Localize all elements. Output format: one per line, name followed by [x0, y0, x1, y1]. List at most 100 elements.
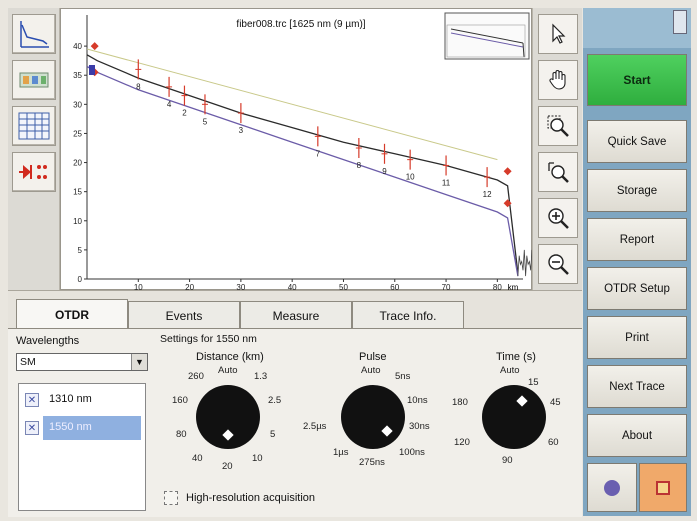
tab-otdr[interactable]: OTDR: [16, 299, 128, 329]
time-auto-label: Auto: [500, 365, 520, 376]
table-icon: [18, 112, 50, 140]
y-tick-label: 30: [73, 100, 82, 109]
start-button[interactable]: Start: [587, 54, 687, 106]
tab-trace-info[interactable]: Trace Info.: [352, 301, 464, 329]
pulse-scale-label: 30ns: [409, 421, 430, 432]
table-button[interactable]: [12, 106, 56, 146]
pulse-scale-label: 5ns: [395, 371, 411, 382]
event-label: 11: [442, 178, 451, 187]
scroll-handle[interactable]: [673, 10, 687, 34]
pointer-button[interactable]: [538, 14, 578, 54]
series-line-1: [86, 65, 519, 277]
wavelength-1550-label: 1550 nm: [49, 421, 92, 433]
distance-auto-label: Auto: [218, 365, 238, 376]
zoom-area-icon: [547, 115, 569, 137]
chevron-down-icon: ▼: [131, 354, 147, 370]
list-item[interactable]: ✕ 1310 nm: [23, 390, 143, 410]
help-button[interactable]: [587, 463, 637, 512]
fiber-link-button[interactable]: [12, 152, 56, 192]
overview-inset[interactable]: [444, 12, 530, 60]
time-scale-label: 120: [454, 437, 470, 448]
x-axis-ticks: 10 20 30 40 50 60 70 80: [134, 279, 502, 292]
x-tick-label: 20: [185, 283, 194, 291]
time-knob-group: Time (s) Auto 15 180 45 120 60 90: [448, 349, 578, 499]
pulse-scale-label: 2.5µs: [303, 421, 327, 432]
event-label: 10: [406, 173, 415, 182]
time-label: Time (s): [496, 351, 536, 363]
time-scale-label: 45: [550, 397, 561, 408]
quick-save-button[interactable]: Quick Save: [587, 120, 687, 163]
y-tick-label: 0: [78, 275, 83, 284]
zoom-out-button[interactable]: [538, 244, 578, 284]
wavelengths-label: Wavelengths: [16, 335, 80, 347]
y-tick-label: 5: [78, 246, 83, 255]
high-res-checkbox[interactable]: [164, 491, 178, 505]
next-trace-button[interactable]: Next Trace: [587, 365, 687, 408]
event-label: 3: [239, 126, 244, 135]
x-tick-label: 10: [134, 283, 143, 291]
pan-button[interactable]: [538, 60, 578, 100]
pulse-label: Pulse: [359, 351, 387, 363]
x-tick-label: 70: [442, 283, 451, 291]
zoom-in-button[interactable]: [538, 198, 578, 238]
knob-indicator: [516, 395, 528, 407]
plot-toolbar: [532, 8, 582, 290]
selected-highlight: [43, 416, 141, 440]
y-axis-ticks: 40 35 30 25 20 15 10 5 0: [73, 42, 87, 284]
noise-tail: [517, 249, 537, 277]
pulse-scale-label: 1µs: [333, 447, 349, 458]
distance-scale-label: 80: [176, 429, 187, 440]
exit-icon: [656, 480, 670, 495]
distance-scale-label: 40: [192, 453, 203, 464]
fiber-type-value: SM: [20, 356, 36, 368]
tab-measure[interactable]: Measure: [240, 301, 352, 329]
distance-knob[interactable]: [196, 385, 260, 449]
y-tick-label: 15: [73, 188, 82, 197]
list-item[interactable]: ✕ 1550 nm: [23, 416, 143, 440]
time-knob[interactable]: [482, 385, 546, 449]
y-tick-label: 10: [73, 217, 82, 226]
event-label: 4: [167, 100, 172, 109]
x-unit-label: km: [508, 283, 519, 291]
fiber-link-icon: [19, 165, 47, 179]
zoom-area-button[interactable]: [538, 106, 578, 146]
summary-icon: [19, 72, 49, 88]
series-line-0: [86, 54, 519, 274]
event-label: 12: [483, 190, 492, 199]
launch-marker[interactable]: [89, 65, 95, 75]
distance-scale-label: 260: [188, 371, 204, 382]
zoom-out-icon: [548, 254, 569, 275]
time-scale-label: 90: [502, 455, 513, 466]
x-tick-label: 30: [236, 283, 245, 291]
about-button[interactable]: About: [587, 414, 687, 457]
series-line-2: [86, 48, 498, 161]
pulse-knob-group: Pulse Auto 5ns 10ns 30ns 2.5µs 100ns 1µs…: [303, 349, 443, 499]
plot-title: fiber008.trc [1625 nm (9 µm)]: [236, 19, 365, 30]
left-toolbar: [8, 8, 60, 290]
report-button[interactable]: Report: [587, 218, 687, 261]
pulse-scale-label: 100ns: [399, 447, 425, 458]
trace-view-button[interactable]: [12, 14, 56, 54]
distance-label: Distance (km): [196, 351, 264, 363]
x-tick-label: 50: [339, 283, 348, 291]
menu-header: [583, 8, 691, 48]
checkbox-1550[interactable]: ✕: [25, 421, 39, 435]
pulse-knob[interactable]: [341, 385, 405, 449]
summary-button[interactable]: [12, 60, 56, 100]
exit-button[interactable]: [639, 463, 687, 512]
checkbox-1310[interactable]: ✕: [25, 393, 39, 407]
fiber-type-select[interactable]: SM ▼: [16, 353, 148, 371]
time-scale-label: 180: [452, 397, 468, 408]
print-button[interactable]: Print: [587, 316, 687, 359]
tab-events[interactable]: Events: [128, 301, 240, 329]
zoom-fit-button[interactable]: [538, 152, 578, 192]
settings-title: Settings for 1550 nm: [160, 333, 257, 345]
otdr-setup-button[interactable]: OTDR Setup: [587, 267, 687, 310]
event-label: 8: [357, 161, 362, 170]
pointer-icon: [552, 23, 566, 44]
y-tick-label: 20: [73, 159, 82, 168]
y-tick-label: 25: [73, 129, 82, 138]
storage-button[interactable]: Storage: [587, 169, 687, 212]
